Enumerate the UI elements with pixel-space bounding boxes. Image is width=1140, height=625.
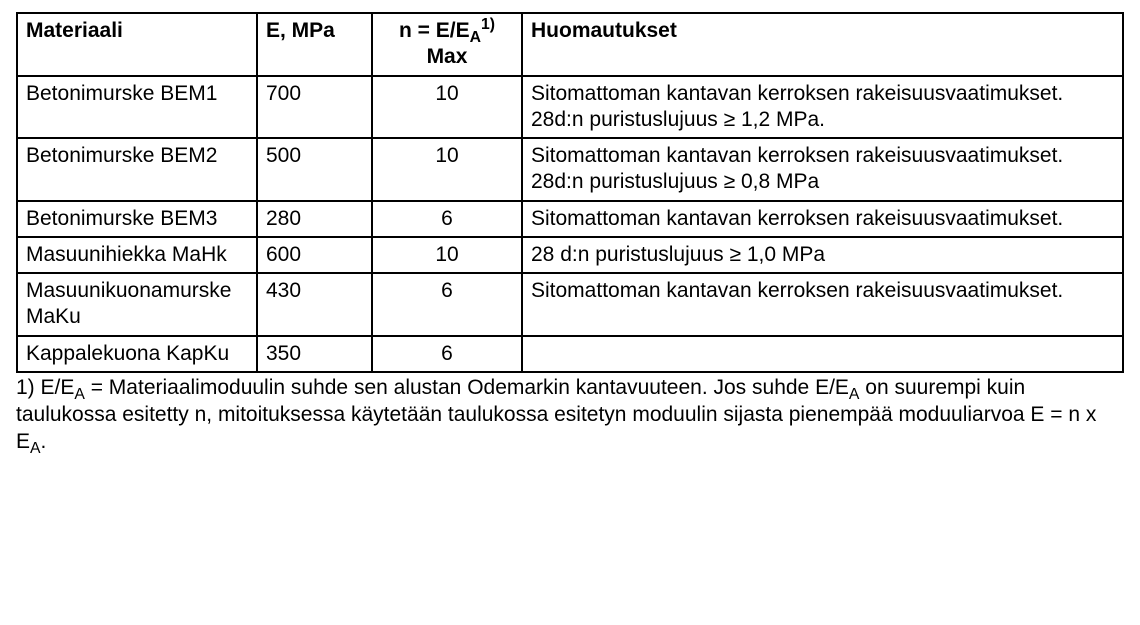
- cell-e-mpa: 280: [257, 201, 372, 237]
- cell-e-mpa: 600: [257, 237, 372, 273]
- cell-notes: 28 d:n puristuslujuus ≥ 1,0 MPa: [522, 237, 1123, 273]
- col-header-notes: Huomautukset: [522, 13, 1123, 76]
- cell-e-mpa: 350: [257, 336, 372, 372]
- table-row: Betonimurske BEM2 500 10 Sitomattoman ka…: [17, 138, 1123, 201]
- cell-notes: Sitomattoman kantavan kerroksen rakeisuu…: [522, 76, 1123, 139]
- table-row: Betonimurske BEM1 700 10 Sitomattoman ka…: [17, 76, 1123, 139]
- cell-n: 6: [372, 336, 522, 372]
- cell-material: Betonimurske BEM3: [17, 201, 257, 237]
- cell-e-mpa: 430: [257, 273, 372, 336]
- col-header-n: n = E/EA1) Max: [372, 13, 522, 76]
- cell-material: Kappalekuona KapKu: [17, 336, 257, 372]
- n-header-line1: n = E/EA1): [399, 19, 495, 42]
- table-row: Betonimurske BEM3 280 6 Sitomattoman kan…: [17, 201, 1123, 237]
- cell-material: Betonimurske BEM2: [17, 138, 257, 201]
- cell-notes: Sitomattoman kantavan kerroksen rakeisuu…: [522, 201, 1123, 237]
- material-properties-table: Materiaali E, MPa n = E/EA1) Max Huomaut…: [16, 12, 1124, 373]
- table-row: Masuunikuonamurs­ke MaKu 430 6 Sitomatto…: [17, 273, 1123, 336]
- cell-material: Masuunihiekka MaHk: [17, 237, 257, 273]
- cell-n: 10: [372, 237, 522, 273]
- table-header-row: Materiaali E, MPa n = E/EA1) Max Huomaut…: [17, 13, 1123, 76]
- cell-notes: Sitomattoman kantavan kerroksen rakeisuu…: [522, 273, 1123, 336]
- cell-e-mpa: 500: [257, 138, 372, 201]
- cell-notes: Sitomattoman kantavan kerroksen rakeisuu…: [522, 138, 1123, 201]
- col-header-material: Materiaali: [17, 13, 257, 76]
- col-header-e-mpa: E, MPa: [257, 13, 372, 76]
- cell-n: 10: [372, 138, 522, 201]
- n-header-line2: Max: [427, 45, 468, 68]
- cell-material: Masuunikuonamurs­ke MaKu: [17, 273, 257, 336]
- cell-n: 6: [372, 273, 522, 336]
- cell-e-mpa: 700: [257, 76, 372, 139]
- cell-n: 10: [372, 76, 522, 139]
- table-footnote: 1) E/EA = Materiaalimoduulin suhde sen a…: [16, 375, 1124, 456]
- cell-notes: [522, 336, 1123, 372]
- table-row: Masuunihiekka MaHk 600 10 28 d:n puristu…: [17, 237, 1123, 273]
- table-row: Kappalekuona KapKu 350 6: [17, 336, 1123, 372]
- cell-material: Betonimurske BEM1: [17, 76, 257, 139]
- cell-n: 6: [372, 201, 522, 237]
